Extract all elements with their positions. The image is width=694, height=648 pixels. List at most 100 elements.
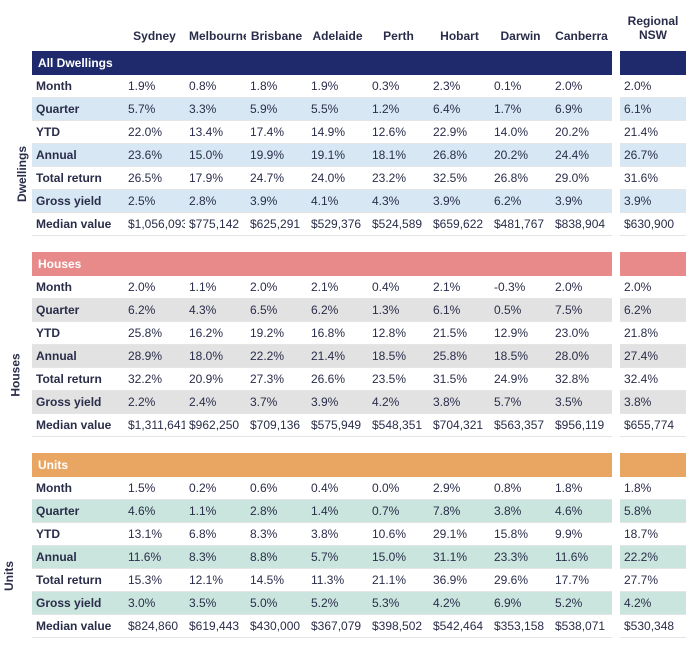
data-cell: 24.4% — [551, 144, 612, 167]
data-cell: 3.8% — [620, 391, 686, 414]
data-cell: 0.2% — [185, 477, 246, 500]
data-cell: 8.3% — [246, 523, 307, 546]
data-cell: 14.5% — [246, 569, 307, 592]
data-cell: $630,900 — [620, 213, 686, 236]
data-cell: 29.6% — [490, 569, 551, 592]
data-cell: 6.9% — [490, 592, 551, 615]
table-row: Total return15.3%12.1%14.5%11.3%21.1%36.… — [32, 569, 686, 592]
data-cell: 0.7% — [368, 500, 429, 523]
data-cell: 5.8% — [620, 500, 686, 523]
data-cell: 7.8% — [429, 500, 490, 523]
data-cell: 3.9% — [620, 190, 686, 213]
data-cell: 16.8% — [307, 322, 368, 345]
table-row: Median value$824,860$619,443$430,000$367… — [32, 615, 686, 638]
data-cell: 1.9% — [307, 75, 368, 98]
data-cell: 17.4% — [246, 121, 307, 144]
section-bar-units: Units — [32, 453, 686, 477]
data-cell: 26.6% — [307, 368, 368, 391]
table-row: Month2.0%1.1%2.0%2.1%0.4%2.1%-0.3%2.0%2.… — [32, 276, 686, 299]
data-cell: 2.1% — [307, 276, 368, 299]
data-cell: 24.9% — [490, 368, 551, 391]
data-cell: 6.2% — [307, 299, 368, 322]
data-cell: 2.0% — [551, 276, 612, 299]
section-gap — [32, 236, 686, 252]
data-cell: 2.8% — [246, 500, 307, 523]
data-cell: $824,860 — [124, 615, 185, 638]
data-cell: 17.7% — [551, 569, 612, 592]
data-cell: 23.2% — [368, 167, 429, 190]
data-cell: $538,071 — [551, 615, 612, 638]
metric-label: YTD — [32, 523, 124, 546]
table-row: YTD25.8%16.2%19.2%16.8%12.8%21.5%12.9%23… — [32, 322, 686, 345]
metric-label: Annual — [32, 144, 124, 167]
section-title: Units — [32, 453, 612, 477]
data-cell: $575,949 — [307, 414, 368, 437]
data-cell: 15.3% — [124, 569, 185, 592]
data-cell: 1.8% — [551, 477, 612, 500]
data-cell: 1.1% — [185, 500, 246, 523]
data-cell: $481,767 — [490, 213, 551, 236]
tables-container: SydneyMelbourneBrisbaneAdelaidePerthHoba… — [32, 10, 686, 638]
data-cell: 3.7% — [246, 391, 307, 414]
data-cell: 26.7% — [620, 144, 686, 167]
data-cell: 21.5% — [429, 322, 490, 345]
data-cell: 31.5% — [429, 368, 490, 391]
data-cell: 3.9% — [246, 190, 307, 213]
data-cell: 5.2% — [551, 592, 612, 615]
data-cell: 20.9% — [185, 368, 246, 391]
metric-label: Quarter — [32, 500, 124, 523]
data-cell: 21.4% — [307, 345, 368, 368]
data-cell: $430,000 — [246, 615, 307, 638]
data-cell: $962,250 — [185, 414, 246, 437]
data-cell: $709,136 — [246, 414, 307, 437]
data-table: SydneyMelbourneBrisbaneAdelaidePerthHoba… — [32, 10, 686, 638]
data-cell: 19.2% — [246, 322, 307, 345]
metric-label: Median value — [32, 213, 124, 236]
rotated-labels-column: DwellingsHousesUnits — [8, 10, 32, 638]
header-row: SydneyMelbourneBrisbaneAdelaidePerthHoba… — [32, 10, 686, 51]
data-cell: 32.2% — [124, 368, 185, 391]
data-cell: 6.2% — [490, 190, 551, 213]
data-cell: 5.7% — [490, 391, 551, 414]
column-header: Perth — [368, 10, 429, 51]
table-row: Total return26.5%17.9%24.7%24.0%23.2%32.… — [32, 167, 686, 190]
table-row: Quarter6.2%4.3%6.5%6.2%1.3%6.1%0.5%7.5%6… — [32, 299, 686, 322]
data-cell: 0.1% — [490, 75, 551, 98]
data-cell: 3.9% — [429, 190, 490, 213]
data-cell: 27.4% — [620, 345, 686, 368]
data-cell: 8.8% — [246, 546, 307, 569]
data-cell: 2.0% — [620, 75, 686, 98]
data-cell: 1.5% — [124, 477, 185, 500]
data-cell: 2.0% — [551, 75, 612, 98]
table-row: Median value$1,311,641$962,250$709,136$5… — [32, 414, 686, 437]
metric-label: Month — [32, 477, 124, 500]
data-cell: 18.1% — [368, 144, 429, 167]
column-header: Darwin — [490, 10, 551, 51]
column-header: Brisbane — [246, 10, 307, 51]
data-cell: $548,351 — [368, 414, 429, 437]
data-cell: 5.7% — [307, 546, 368, 569]
metric-label: Gross yield — [32, 592, 124, 615]
table-row: Annual11.6%8.3%8.8%5.7%15.0%31.1%23.3%11… — [32, 546, 686, 569]
data-cell: 20.2% — [490, 144, 551, 167]
data-cell: 2.8% — [185, 190, 246, 213]
data-cell: 36.9% — [429, 569, 490, 592]
metric-label: Total return — [32, 167, 124, 190]
data-cell: 4.1% — [307, 190, 368, 213]
data-cell: 28.0% — [551, 345, 612, 368]
metric-label: Median value — [32, 414, 124, 437]
data-cell: 2.2% — [124, 391, 185, 414]
data-cell: 28.9% — [124, 345, 185, 368]
data-cell: 12.8% — [368, 322, 429, 345]
data-cell: 1.4% — [307, 500, 368, 523]
data-cell: 8.3% — [185, 546, 246, 569]
data-cell: 6.8% — [185, 523, 246, 546]
metric-label: Total return — [32, 569, 124, 592]
data-cell: 2.0% — [246, 276, 307, 299]
data-cell: 6.1% — [620, 98, 686, 121]
data-cell: 2.9% — [429, 477, 490, 500]
section-title: All Dwellings — [32, 51, 612, 75]
column-header: Hobart — [429, 10, 490, 51]
data-cell: 6.5% — [246, 299, 307, 322]
data-cell: 3.5% — [185, 592, 246, 615]
